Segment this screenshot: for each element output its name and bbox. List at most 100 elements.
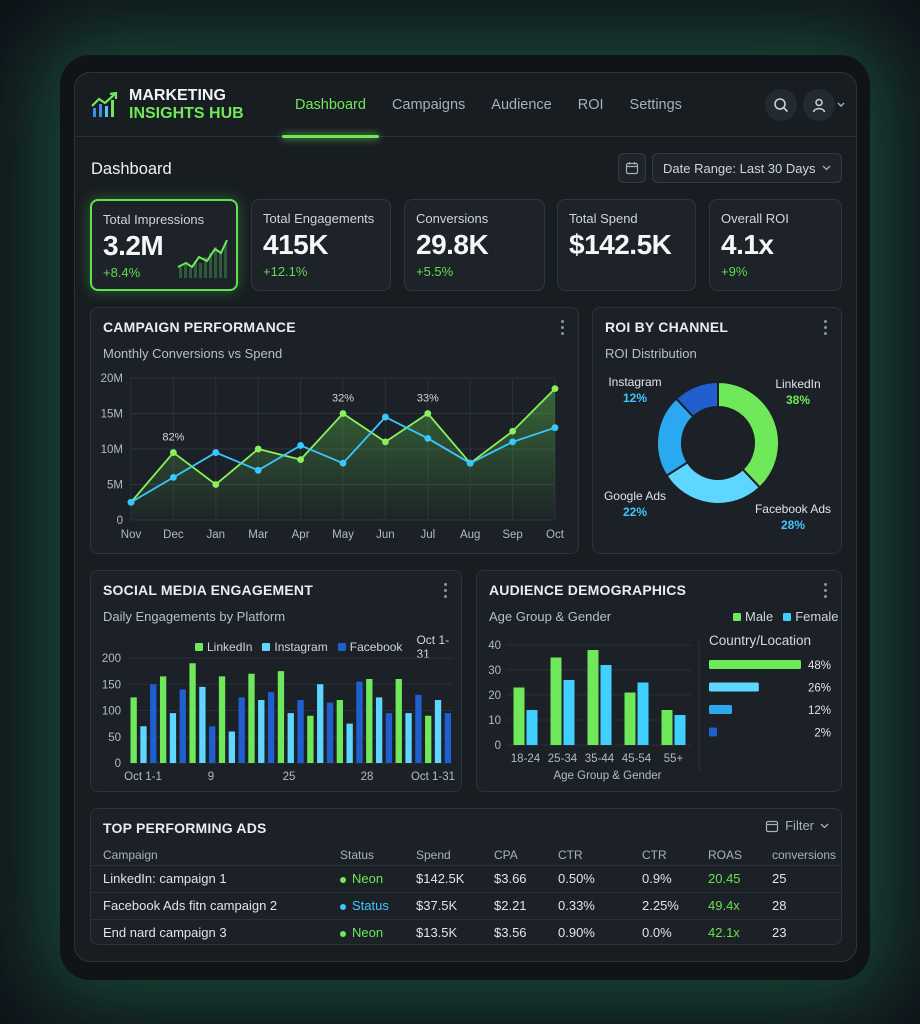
table-row[interactable]: LinkedIn: campaign 1 Neon $142.5K $3.66 0.50… — [91, 865, 841, 893]
chevron-down-icon[interactable] — [837, 102, 845, 108]
chevron-down-icon — [822, 165, 831, 171]
y-tick-label: 10M — [101, 444, 123, 456]
table-row[interactable]: Facebook Ads fitn campaign 2 Status $37.5K… — [91, 892, 841, 920]
more-options-icon[interactable] — [556, 318, 568, 336]
date-range-label: Date Range: Last 30 Days — [663, 160, 816, 176]
slice-label: Instagram — [608, 375, 661, 389]
kpi-value: 4.1x — [721, 229, 774, 260]
x-tick-label: 35-44 — [585, 753, 615, 765]
page-title: Dashboard — [91, 160, 172, 178]
legend-female: Female — [783, 609, 839, 624]
col-header-ctr-2[interactable]: CTR — [630, 845, 696, 866]
slice-value: 28% — [781, 518, 805, 532]
col-header-status[interactable]: Status — [328, 845, 404, 866]
y-tick-label: 0 — [117, 515, 123, 527]
country-value: 26% — [808, 683, 831, 695]
bar — [385, 713, 393, 763]
x-tick-label: Oct 1-31 — [411, 771, 455, 783]
x-tick-label: Jan — [207, 529, 226, 541]
col-header-spend[interactable]: Spend — [404, 845, 482, 866]
cell-cpa: $2.21 — [482, 892, 546, 920]
more-options-icon[interactable] — [819, 318, 831, 336]
kpi-label: Total Impressions — [103, 212, 205, 227]
legend-male: Male — [733, 609, 773, 624]
panel-subtitle: Age Group & Gender — [489, 609, 612, 624]
status-label: Neon — [352, 871, 384, 886]
data-annotation: 33% — [417, 393, 439, 405]
bar — [189, 663, 196, 763]
status-dot — [340, 930, 346, 937]
kpi-label: Total Engagements — [263, 211, 375, 226]
x-tick-label: 28 — [361, 771, 374, 783]
kpi-card-roi[interactable]: Overall ROI 4.1x +9% — [709, 199, 842, 291]
x-axis-label: Age Group & Gender — [553, 770, 661, 782]
nav-settings[interactable]: Settings — [629, 97, 682, 113]
y-tick-label: 15M — [101, 409, 123, 421]
kpi-card-conversions[interactable]: Conversions 29.8K +5.5% — [404, 199, 545, 291]
nav-dashboard[interactable]: Dashboard — [282, 73, 379, 138]
logo[interactable]: MARKETING INSIGHTS HUB — [91, 87, 244, 123]
legend-instagram: Instagram — [262, 633, 328, 661]
data-point — [424, 434, 432, 442]
kpi-card-engagements[interactable]: Total Engagements 415K +12.1% — [251, 199, 391, 291]
kpi-label: Overall ROI — [721, 211, 789, 226]
bar — [267, 692, 275, 763]
y-tick-label: 50 — [108, 732, 121, 744]
cell-conversions: 25 — [760, 865, 841, 893]
kpi-value: 3.2M — [103, 230, 164, 261]
col-header-roas[interactable]: ROAS — [696, 845, 760, 866]
bar — [169, 713, 177, 763]
logo-text: MARKETING INSIGHTS HUB — [129, 87, 244, 123]
audience-legend: Male Female — [733, 609, 839, 624]
more-options-icon[interactable] — [439, 581, 451, 599]
cell-roas: 42.1x — [708, 925, 740, 941]
bar — [550, 657, 562, 745]
date-range-select[interactable]: Date Range: Last 30 Days — [652, 153, 842, 183]
cell-status: Status — [328, 892, 404, 920]
bar — [513, 687, 525, 745]
col-header-ctr[interactable]: CTR — [546, 845, 630, 866]
search-button[interactable] — [765, 89, 797, 121]
data-point — [170, 449, 177, 456]
col-header-conversions[interactable]: conversions — [760, 845, 841, 866]
more-options-icon[interactable] — [819, 581, 831, 599]
col-header-cpa[interactable]: CPA — [482, 845, 546, 866]
data-point — [127, 498, 135, 506]
table-row[interactable]: End nard campaign 3 Neon $13.5K $3.56 0.90% 0… — [91, 919, 841, 946]
bar — [444, 713, 451, 763]
chevron-down-icon — [820, 823, 829, 828]
bar — [356, 681, 363, 763]
kpi-card-spend[interactable]: Total Spend $142.5K — [557, 199, 696, 291]
filter-button[interactable]: Filter — [765, 818, 829, 833]
legend-label: Instagram — [274, 640, 328, 654]
nav-audience[interactable]: Audience — [491, 97, 552, 113]
x-tick-label: May — [332, 529, 354, 541]
bar — [218, 676, 226, 763]
y-tick-label: 20 — [488, 690, 501, 702]
calendar-icon — [766, 820, 779, 832]
cell-campaign: Facebook Ads fitn campaign 2 — [91, 892, 328, 920]
user-menu-button[interactable] — [803, 89, 835, 121]
nav-roi[interactable]: ROI — [577, 97, 604, 113]
y-tick-label: 5M — [107, 480, 123, 492]
kpi-card-impressions[interactable]: Total Impressions 3.2M +8.4% — [90, 199, 238, 291]
cell-conversions: 23 — [772, 925, 787, 941]
y-tick-label: 150 — [102, 679, 121, 691]
x-tick-label: Apr — [292, 529, 310, 541]
nav-campaigns[interactable]: Campaigns — [391, 97, 466, 113]
bar — [405, 713, 412, 763]
bar — [130, 697, 137, 763]
bar — [587, 650, 599, 745]
kpi-label: Total Spend — [569, 211, 638, 226]
col-header-campaign[interactable]: Campaign — [91, 845, 328, 866]
data-point — [509, 427, 516, 435]
bar — [346, 723, 353, 763]
audience-bar-chart: 0 10 20 30 40 18-24 25-34 35-44 45-54 55+Age Grou… — [488, 640, 831, 782]
x-tick-label: Jun — [376, 529, 395, 541]
cell-status: Neon — [328, 865, 404, 893]
bar — [526, 710, 538, 745]
status-label: Neon — [352, 925, 384, 941]
x-tick-label: Jul — [420, 529, 435, 541]
bar — [199, 686, 206, 763]
calendar-button[interactable] — [618, 153, 646, 183]
